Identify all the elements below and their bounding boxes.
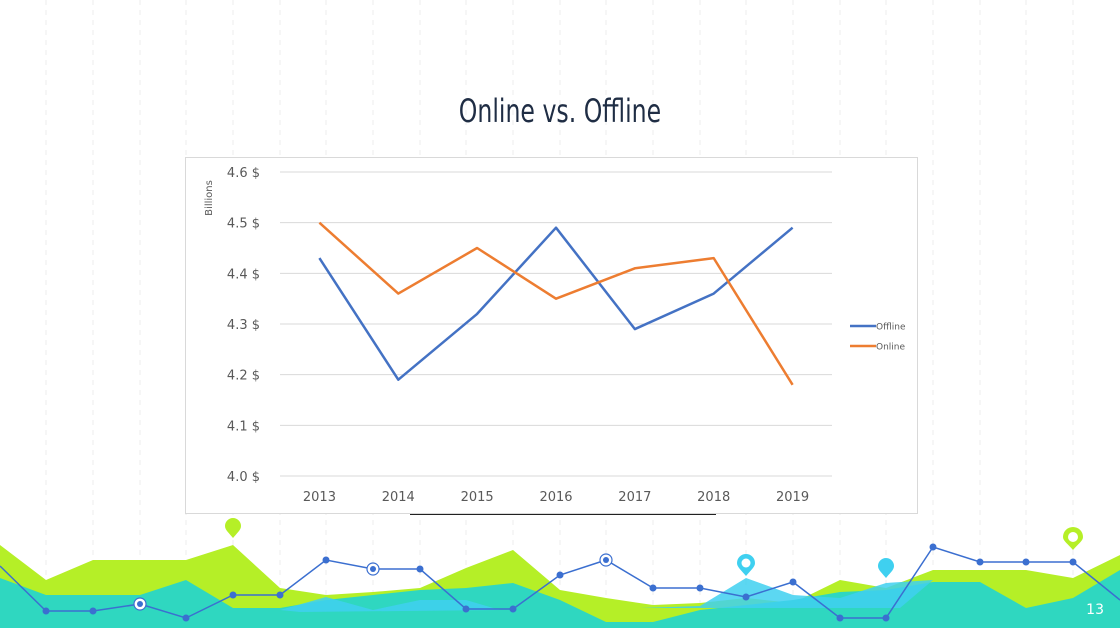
chart-canvas: 4.0 $ 4.1 $ 4.2 $ 4.3 $ 4.4 $ 4.5 $ 4.6 $ Billi… [204,166,906,505]
x-tick-label: 2016 [539,490,572,505]
y-tick-label: 4.0 $ [227,470,260,485]
page-number: 13 [1086,602,1104,618]
map-pin-icon [737,554,755,576]
slide-title: Online vs. Offline [458,92,662,130]
y-tick-label: 4.1 $ [227,419,260,434]
y-tick-label: 4.2 $ [227,369,260,384]
deco-cyan-wave [280,597,500,612]
deco-teal-wave [0,570,1120,628]
map-pin-icon [225,518,241,538]
legend-label: Offline [876,323,906,333]
footer-decoration [0,518,1120,628]
x-tick-label: 2013 [303,490,336,505]
series-line-online [318,221,794,386]
map-pin-icon [878,558,894,578]
y-axis-label: Billions [204,180,215,216]
y-tick-label: 4.6 $ [227,166,260,181]
map-pin-icon [1063,527,1083,550]
deco-cyan-wave-2 [640,578,933,608]
x-tick-label: 2017 [618,490,651,505]
y-tick-label: 4.4 $ [227,267,260,282]
legend-label: Online [876,343,905,353]
line-chart: 4.0 $ 4.1 $ 4.2 $ 4.3 $ 4.4 $ 4.5 $ 4.6 $ Billi… [185,157,918,514]
y-tick-label: 4.3 $ [227,318,260,333]
series-line-offline [318,226,794,381]
x-tick-label: 2015 [461,490,494,505]
x-tick-label: 2018 [697,490,730,505]
x-tick-label: 2019 [776,490,809,505]
y-tick-label: 4.5 $ [227,217,260,232]
x-tick-label: 2014 [382,490,415,505]
chart-underline [410,514,716,515]
